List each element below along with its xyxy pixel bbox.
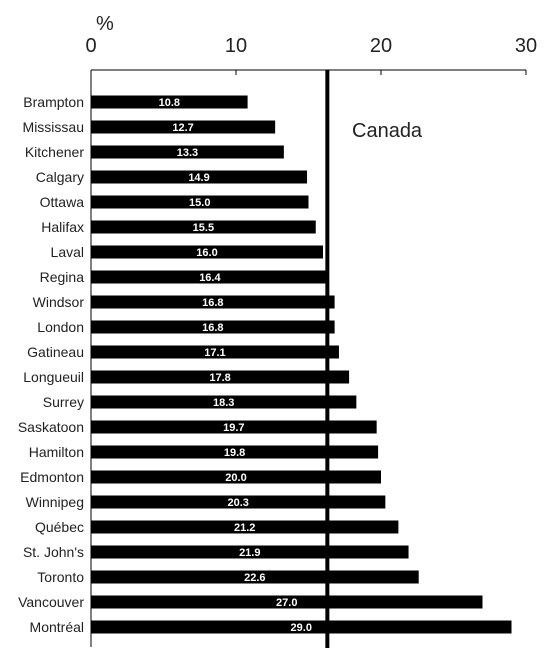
reference-line-label: Canada [352,120,423,142]
category-label: Longueuil [23,369,84,385]
bar-value-label: 16.8 [202,297,223,309]
bar-value-label: 21.2 [234,522,255,534]
bar [91,170,308,184]
bar [91,495,386,509]
bar [91,195,309,209]
bar [91,270,329,284]
bar [91,395,357,409]
category-label: Gatineau [27,344,84,360]
category-labels: Brampton Mississau Kitchener Calgary Ottawa H… [18,94,84,635]
category-label: Saskatoon [18,419,84,435]
category-label: Brampton [23,94,84,110]
bar-value-label: 14.9 [188,172,209,184]
bar [91,320,335,334]
category-label: Toronto [37,569,84,585]
x-axis-tick-label: 10 [225,35,247,57]
category-label: St. John's [23,544,84,560]
category-label: Ottawa [40,194,85,210]
category-label: Windsor [33,294,85,310]
bar-value-label: 27.0 [276,597,297,609]
bars-layer: 10.8 12.7 13.3 14.9 15.0 15.5 16.0 16.4 16.8 16.8… [91,95,512,634]
bar-value-label: 21.9 [239,547,260,559]
bar [91,520,399,534]
bar [91,295,335,309]
bar [91,220,316,234]
category-label: Vancouver [18,594,84,610]
category-label: Edmonton [20,469,84,485]
bar-value-label: 17.8 [209,372,230,384]
bar-value-label: 29.0 [291,622,312,634]
bar [91,145,284,159]
bar-value-label: 18.3 [213,397,234,409]
bar [91,245,323,259]
bar-value-label: 15.5 [193,222,214,234]
bar-value-label: 17.1 [204,347,225,359]
bar [91,420,377,434]
bar-value-label: 19.8 [224,447,245,459]
x-axis-tick-label: 20 [370,35,392,57]
category-label: Laval [51,244,84,260]
bar [91,445,379,459]
bar-value-label: 15.0 [189,197,210,209]
bar [91,570,419,584]
category-label: Montréal [30,619,84,635]
bar [91,470,381,484]
category-label: Surrey [43,394,84,410]
bar-value-label: 22.6 [244,572,265,584]
bar-value-label: 20.0 [225,472,246,484]
bar-value-label: 16.8 [202,322,223,334]
category-label: Québec [35,519,84,535]
x-axis-unit-label: % [96,13,114,35]
category-label: Regina [40,269,85,285]
bar [91,370,350,384]
bar [91,120,276,134]
category-label: Mississau [23,119,84,135]
category-label: Winnipeg [26,494,84,510]
category-label: Calgary [36,169,84,185]
bar [91,345,339,359]
x-axis-tick-label: 30 [515,35,537,57]
reference-layer: Canada [325,70,423,648]
bar-value-label: 10.8 [159,97,180,109]
bar-value-label: 20.3 [227,497,248,509]
x-axis-tick-label: 0 [85,35,96,57]
bar [91,595,483,609]
bar [91,95,248,109]
category-label: Kitchener [25,144,84,160]
bar-value-label: 16.4 [199,272,221,284]
bar-value-label: 16.0 [196,247,217,259]
bar-value-label: 13.3 [177,147,198,159]
category-label: London [37,319,84,335]
bar-value-label: 12.7 [172,122,193,134]
bar [91,620,512,634]
category-label: Hamilton [29,444,84,460]
category-label: Halifax [41,219,84,235]
bar-value-label: 19.7 [223,422,244,434]
